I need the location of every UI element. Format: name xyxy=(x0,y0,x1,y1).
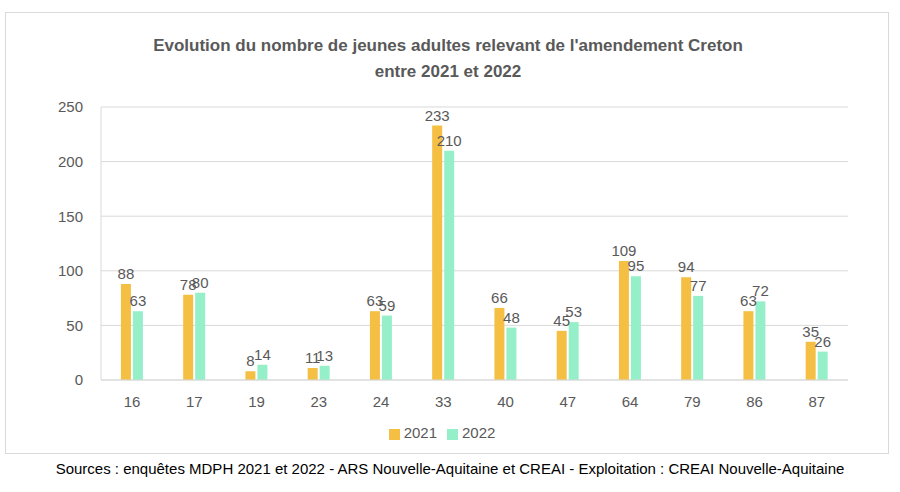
svg-text:78: 78 xyxy=(179,275,197,293)
svg-text:72: 72 xyxy=(752,282,769,299)
html-text:entre 2021 et 2022: entre 2021 et 2022 xyxy=(374,62,522,81)
svg-text:24: 24 xyxy=(373,393,390,410)
svg-text:66: 66 xyxy=(491,289,508,306)
html-text:2021: 2021 xyxy=(403,424,437,441)
svg-text:87: 87 xyxy=(809,393,826,410)
svg-text:100: 100 xyxy=(58,262,83,279)
svg-text:47: 47 xyxy=(560,393,577,410)
html-text:Sources : enquêtes MDPH 2021 e: Sources : enquêtes MDPH 2021 et 2022 - A… xyxy=(55,460,845,477)
svg-text:0: 0 xyxy=(75,371,83,388)
svg-text:26: 26 xyxy=(814,333,831,350)
svg-text:200: 200 xyxy=(58,153,83,170)
svg-text:33: 33 xyxy=(435,393,452,410)
svg-text:14: 14 xyxy=(254,346,271,363)
html-text:2022: 2022 xyxy=(462,424,496,441)
svg-text:59: 59 xyxy=(379,297,396,314)
svg-text:210: 210 xyxy=(437,132,462,149)
svg-text:80: 80 xyxy=(192,274,209,291)
svg-text:63: 63 xyxy=(130,292,147,309)
svg-text:77: 77 xyxy=(690,277,707,294)
svg-text:250: 250 xyxy=(58,98,83,115)
svg-text:150: 150 xyxy=(58,208,83,225)
svg-text:233: 233 xyxy=(425,107,450,124)
svg-text:63: 63 xyxy=(366,292,384,310)
svg-text:53: 53 xyxy=(565,303,582,320)
svg-text:13: 13 xyxy=(316,347,333,364)
svg-text:109: 109 xyxy=(611,242,637,259)
svg-text:64: 64 xyxy=(622,393,639,410)
svg-text:23: 23 xyxy=(311,393,328,410)
svg-text:79: 79 xyxy=(684,393,701,410)
svg-text:11: 11 xyxy=(304,349,321,366)
svg-text:95: 95 xyxy=(628,257,645,274)
svg-text:19: 19 xyxy=(248,393,265,410)
html-text:Evolution du nombre de jeunes: Evolution du nombre de jeunes adultes re… xyxy=(153,36,743,55)
svg-text:17: 17 xyxy=(186,393,203,410)
svg-text:50: 50 xyxy=(66,317,83,334)
svg-text:94: 94 xyxy=(678,258,695,275)
svg-text:16: 16 xyxy=(124,393,141,410)
svg-text:45: 45 xyxy=(553,311,570,329)
svg-text:48: 48 xyxy=(503,309,520,326)
svg-text:88: 88 xyxy=(118,265,135,282)
svg-text:63: 63 xyxy=(740,292,757,310)
svg-text:86: 86 xyxy=(746,393,763,410)
svg-text:40: 40 xyxy=(497,393,514,410)
svg-text:8: 8 xyxy=(246,352,255,370)
svg-text:35: 35 xyxy=(802,322,819,340)
